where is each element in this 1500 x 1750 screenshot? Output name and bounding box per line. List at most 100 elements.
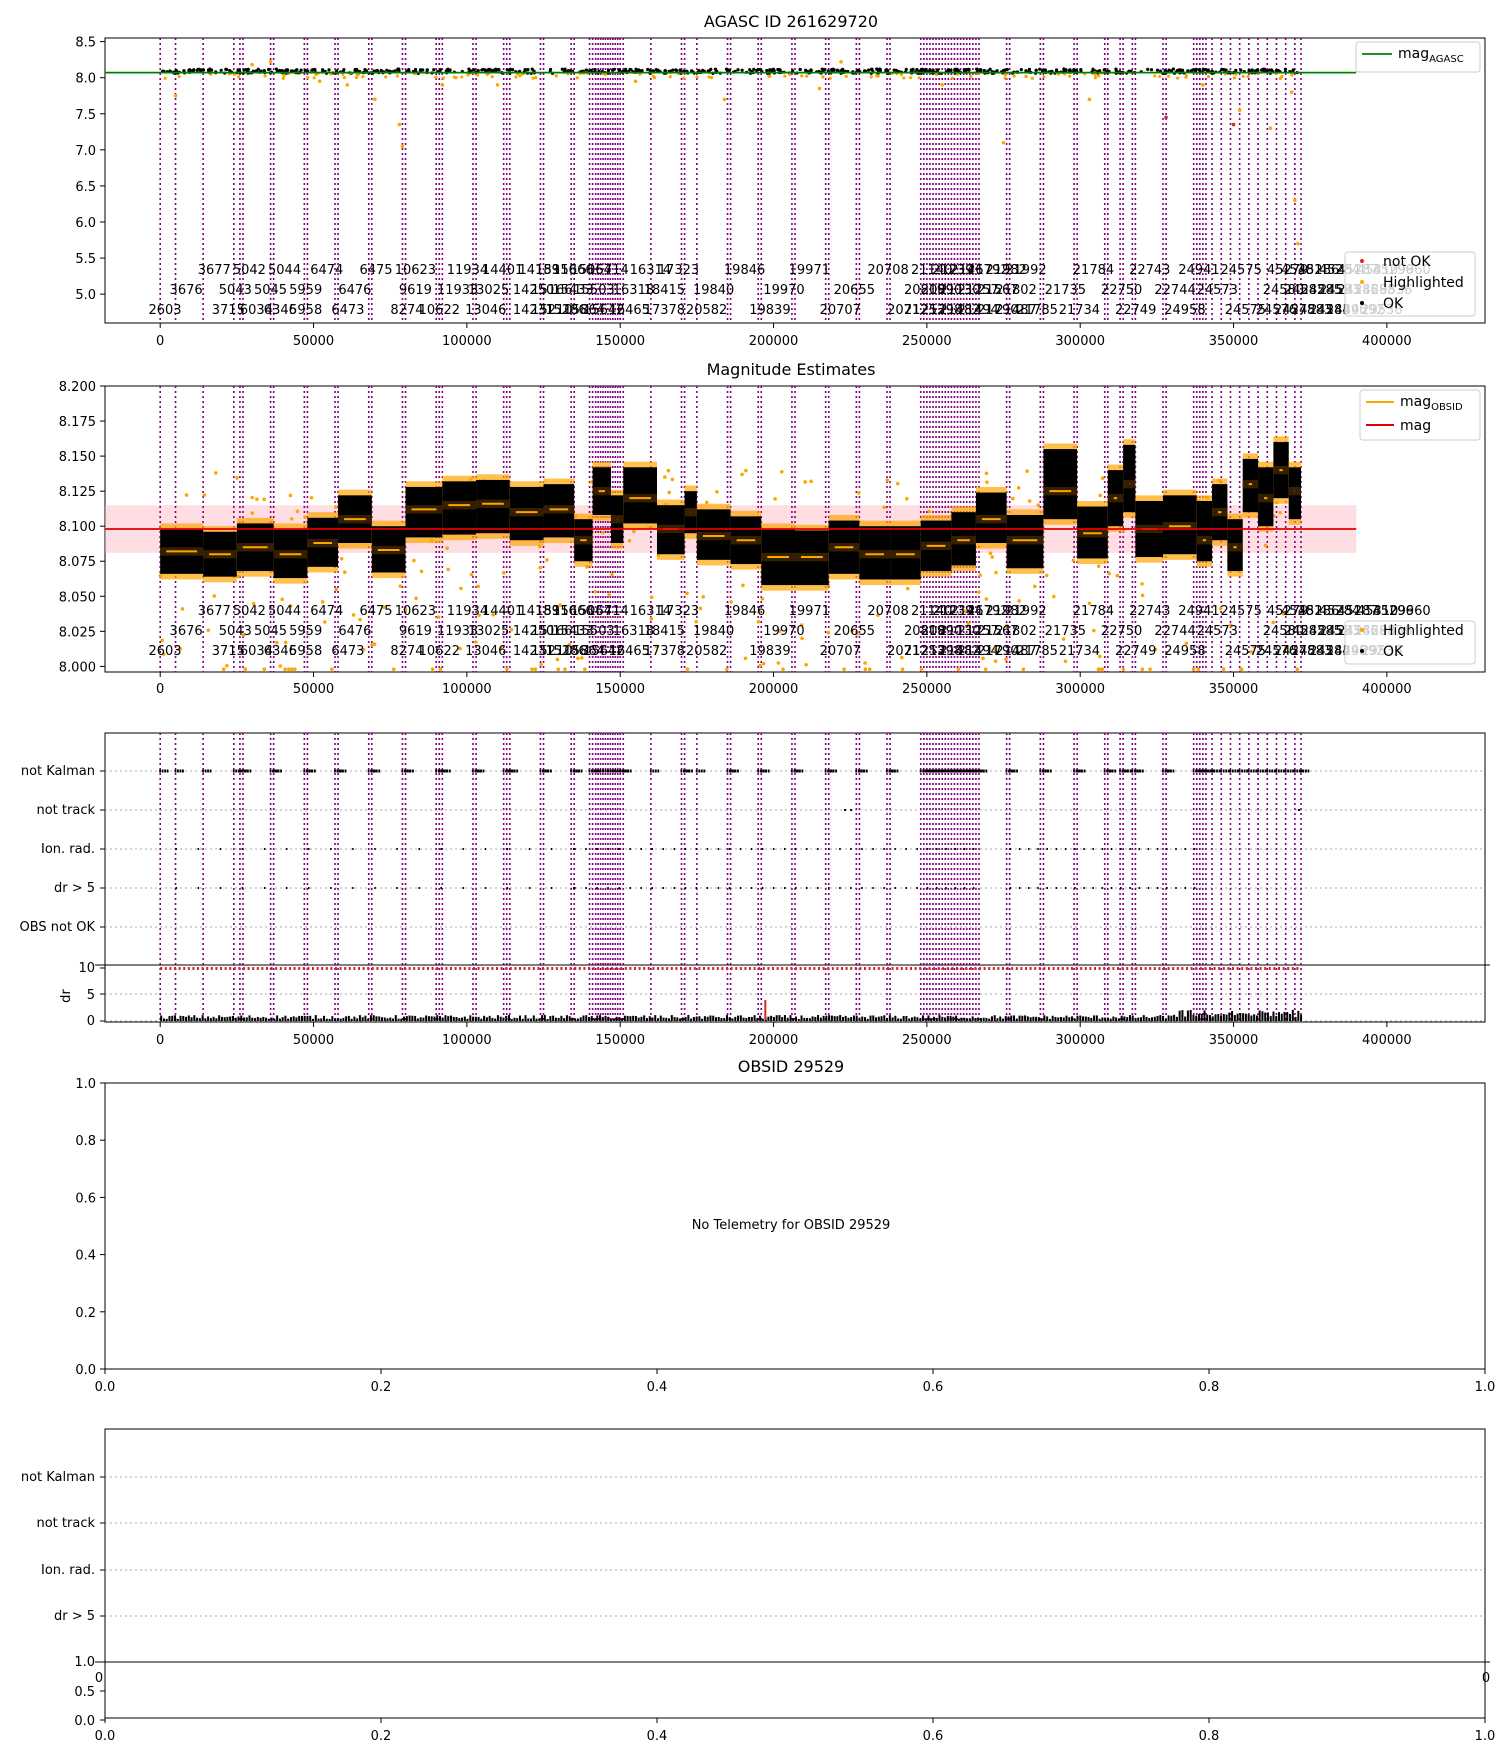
dr-ok-point: [651, 1017, 654, 1021]
dr-level-point: [1153, 967, 1156, 970]
dr-level-point: [762, 967, 765, 970]
flags-not-kalman-point: [475, 769, 477, 773]
mag-highlighted-point: [981, 656, 985, 661]
flags-dr5-point: [418, 887, 420, 889]
agasc-highlighted-point: [575, 76, 579, 80]
dr-level-point: [569, 967, 572, 970]
dr-ok-point: [276, 1015, 279, 1021]
agasc-ok-point: [446, 67, 450, 71]
flags-not-kalman-point: [482, 769, 485, 773]
dr-level-point: [1107, 967, 1110, 970]
dr-level-point: [210, 967, 213, 970]
dr-ok-point: [455, 1017, 458, 1021]
agasc-obsid-label: 21982: [986, 263, 1027, 278]
flags-not-kalman-point: [962, 769, 965, 773]
dr-level-point: [376, 967, 379, 970]
dr-ok-point: [960, 1017, 963, 1021]
flags-not-kalman-point: [865, 769, 868, 773]
agasc-ok-point: [988, 67, 992, 71]
dr-ok-point: [632, 1015, 635, 1021]
dr-ok-point: [521, 1018, 524, 1021]
agasc-ok-point: [740, 68, 744, 72]
flags-not-kalman-point: [505, 769, 508, 773]
dr-ok-point: [588, 1016, 590, 1021]
dr-level-point: [261, 967, 264, 970]
dr-level-point: [684, 967, 687, 970]
mag-obsid-label: 15433: [552, 624, 593, 639]
mag-highlighted-point: [283, 640, 288, 645]
dr-level-point: [344, 967, 347, 970]
flags-label-not-kalman: not Kalman: [21, 764, 95, 779]
flags-not-kalman-point: [1225, 769, 1228, 773]
dr-level-point: [1232, 967, 1234, 970]
dr-level-point: [583, 967, 586, 970]
obsflags-xtick-label: 0.4: [647, 1729, 668, 1744]
dr-ok-point: [1250, 1015, 1253, 1021]
dr-ok-point: [626, 1015, 629, 1021]
agasc-obsid-label: 13025: [468, 283, 509, 298]
flags-not-kalman-point: [938, 769, 940, 773]
mag-obsid-label: 21257: [957, 624, 998, 639]
mag-highlighted-point: [403, 607, 408, 612]
dr-level-point: [767, 967, 770, 970]
mag-highlighted-point: [1121, 667, 1126, 671]
dr-ok-point: [944, 1017, 947, 1021]
flags-not-kalman-point: [1220, 769, 1223, 773]
flags-dr5-point: [1166, 887, 1168, 889]
flags-dr5-point: [1147, 887, 1150, 889]
agasc-obsid-label: 21790: [977, 303, 1018, 318]
agasc-obsid-label: 24941: [1178, 263, 1219, 278]
flags-ion-rad-point: [750, 848, 753, 850]
flags-not-kalman-point: [614, 769, 617, 773]
mag-highlighted-point: [288, 493, 293, 498]
flags-not-track-point: [1297, 809, 1300, 811]
agasc-highlighted-point: [668, 75, 672, 79]
dr-ok-point: [289, 1017, 292, 1021]
dr-ok-point: [1278, 1012, 1280, 1021]
agasc-highlighted-point: [466, 73, 470, 77]
mag-xtick-label: 100000: [442, 682, 492, 697]
mag-legend-mag: mag: [1400, 418, 1431, 434]
dr-level-point: [1250, 967, 1253, 970]
flags-ion-rad-point: [954, 848, 956, 850]
mag-obsid-label: 24580: [1263, 624, 1304, 639]
mag-highlighted-point: [243, 667, 248, 671]
flags-not-kalman-point: [1222, 769, 1225, 773]
agasc-highlighted-point: [354, 75, 359, 80]
mag-highlighted-point: [1148, 667, 1152, 671]
mag-highlighted-point: [1249, 650, 1254, 654]
agasc-xtick-label: 250000: [902, 334, 952, 349]
dr-ok-point: [1173, 1014, 1176, 1021]
flags-dr5-point: [1046, 887, 1048, 889]
flags-not-track-point: [844, 809, 847, 811]
flags-not-kalman-point: [919, 769, 922, 773]
flags-dr5-point: [219, 887, 222, 889]
agasc-legend-ok-swatch: [1360, 301, 1364, 305]
mag-highlighted-point: [583, 667, 587, 671]
dr-ok-point: [278, 1018, 281, 1021]
dr-level-point: [836, 967, 839, 970]
mag-obsid-label: 6473: [331, 644, 364, 659]
dr-ok-point: [372, 1015, 375, 1021]
dr-ok-point: [485, 1017, 488, 1021]
dr-ok-point: [1231, 1011, 1234, 1021]
mag-highlighted-point: [459, 586, 463, 591]
agasc-obsid-label: 21784: [1073, 263, 1114, 278]
agasc-ok-point: [648, 68, 652, 72]
mag-obsid-label: 24583: [1291, 644, 1332, 659]
dr-ok-point: [982, 1017, 985, 1021]
flags-dr5-point: [175, 887, 178, 889]
flags-dr5-point: [1028, 887, 1030, 889]
agasc-ok-point: [866, 68, 871, 72]
dr-ok-point: [1140, 1017, 1142, 1021]
mag-title: Magnitude Estimates: [707, 360, 876, 379]
mag-highlighted-point: [392, 667, 396, 671]
flags-ion-rad-point: [728, 848, 731, 850]
mag-highlighted-point: [857, 491, 861, 495]
flags-not-kalman-point: [1264, 769, 1267, 773]
dr-level-point: [1006, 967, 1009, 970]
mag-obsid-label: 22749: [1115, 644, 1156, 659]
flags-xtick-label: 300000: [1055, 1033, 1105, 1048]
dr-level-point: [302, 967, 305, 970]
